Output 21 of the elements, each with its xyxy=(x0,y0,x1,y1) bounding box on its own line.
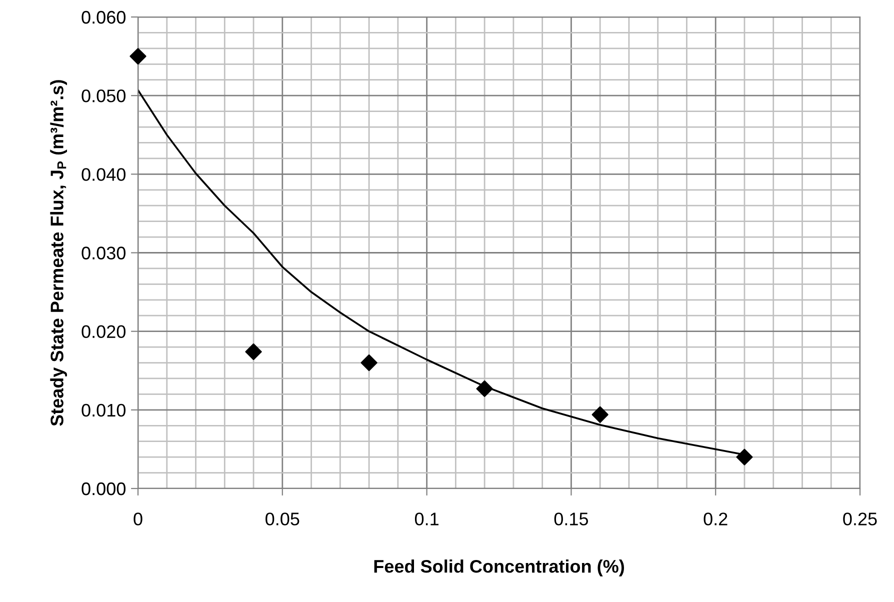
y-tick-label: 0.060 xyxy=(82,10,126,24)
y-axis-title: Steady State Permeate Flux, J$_{P}$ (m³/m².s) xyxy=(50,80,67,426)
y-tick-label: 0.030 xyxy=(82,246,126,260)
point xyxy=(592,406,608,423)
x-tick-label: 0.25 xyxy=(843,512,877,526)
point xyxy=(736,448,753,466)
x-tick-label: 0.15 xyxy=(554,512,588,526)
point xyxy=(476,380,493,397)
point xyxy=(360,354,378,372)
x-tick-label: 0 xyxy=(134,512,142,526)
point xyxy=(130,48,146,65)
point xyxy=(245,343,262,360)
x-tick-label: 0.2 xyxy=(704,512,728,526)
y-tick-label: 0.010 xyxy=(82,404,126,417)
y-tick-label: 0.000 xyxy=(82,482,126,496)
y-tick-label: 0.050 xyxy=(82,90,126,102)
x-tick-label: 0.1 xyxy=(414,512,438,526)
y-tick-label: 0.040 xyxy=(82,168,126,181)
x-tick-label: 0.05 xyxy=(266,512,300,526)
x-axis-title: Feed Solid Concentration (%) xyxy=(374,560,624,576)
y-tick-label: 0.020 xyxy=(82,325,126,338)
